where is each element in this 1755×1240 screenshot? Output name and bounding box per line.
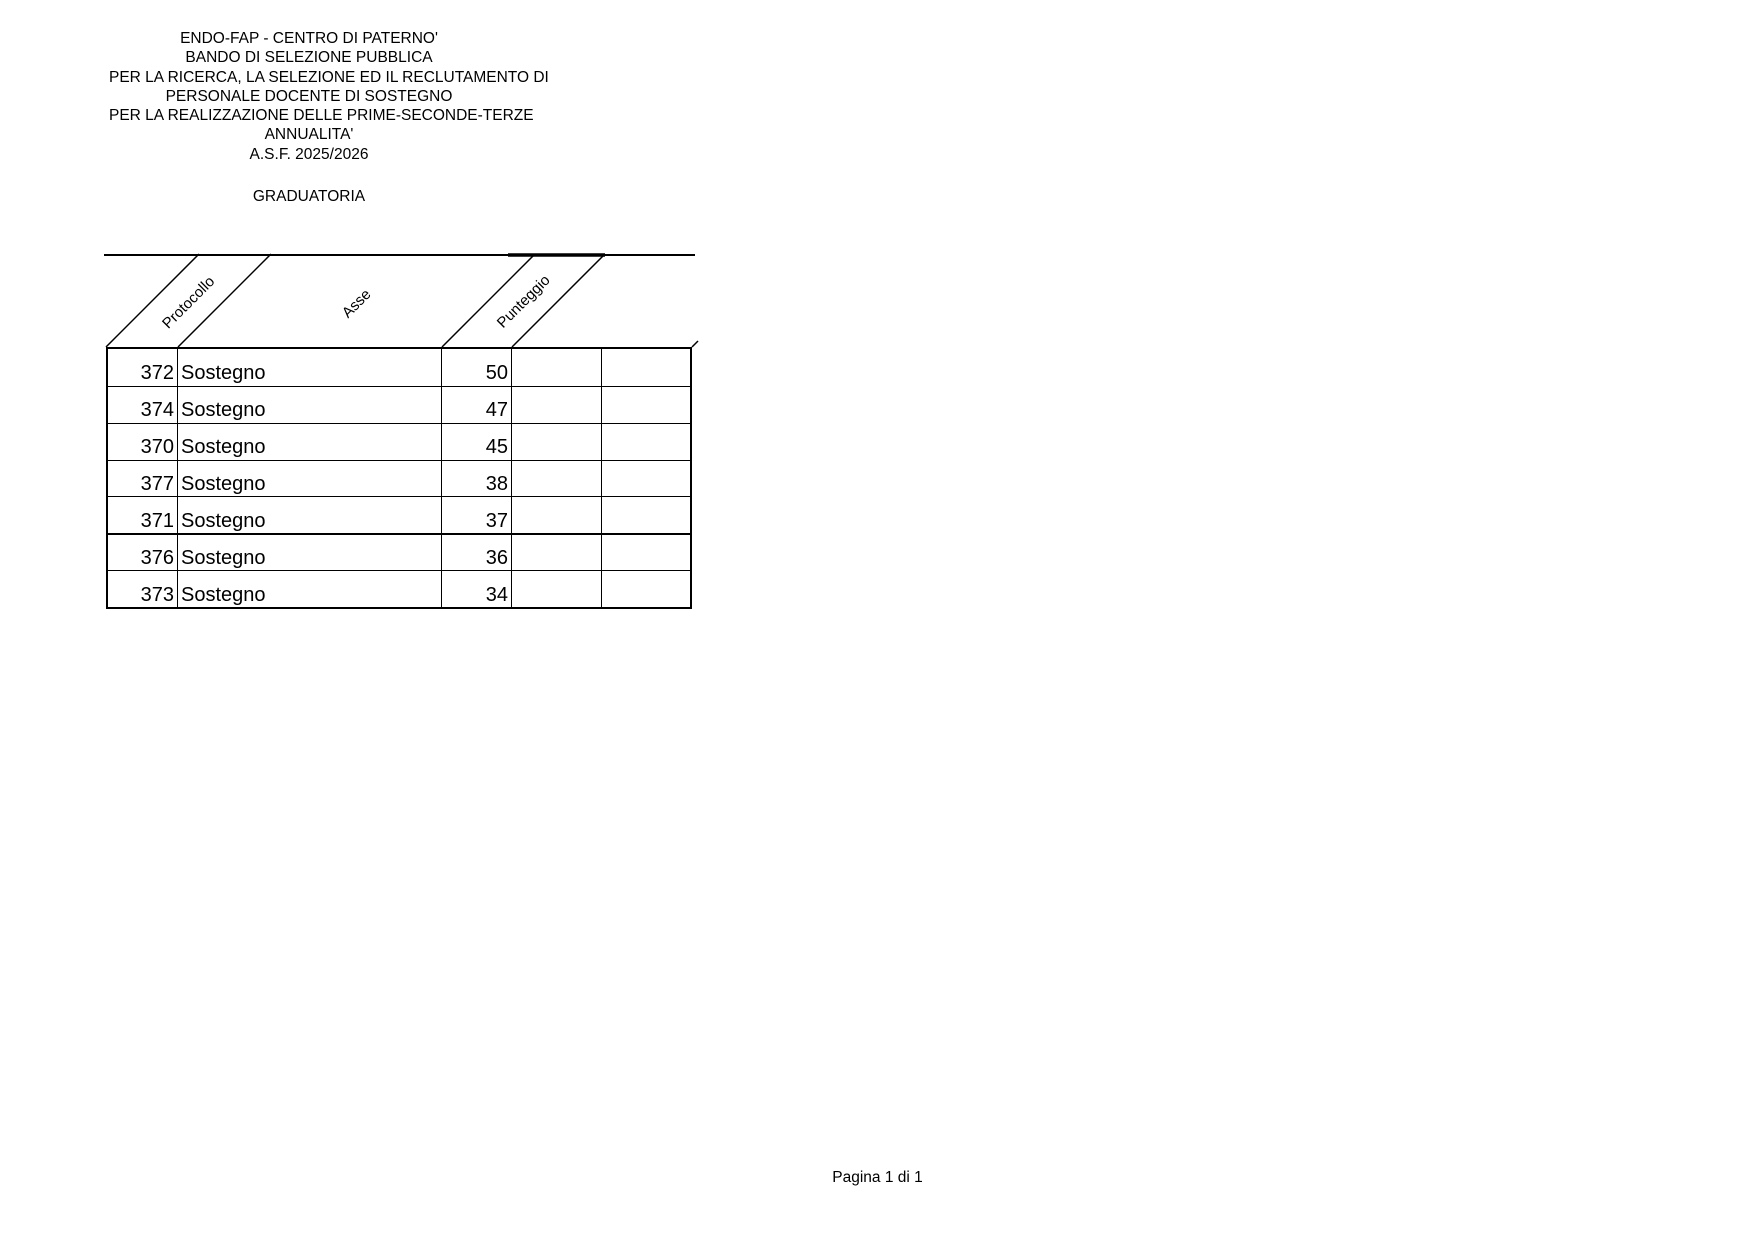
cell-empty-2 xyxy=(602,424,690,460)
diagonal-line-stub xyxy=(691,340,699,348)
cell-asse: Sostegno xyxy=(178,497,442,534)
diagonal-line xyxy=(441,253,536,348)
diagonal-line xyxy=(177,253,272,348)
cell-asse: Sostegno xyxy=(178,423,442,460)
cell-empty-2 xyxy=(602,571,690,607)
cell-asse: Sostegno xyxy=(178,460,442,497)
table-row: 371 Sostegno 37 xyxy=(108,496,690,534)
table-row: 372 Sostegno 50 xyxy=(108,349,690,386)
cell-empty-1 xyxy=(512,386,602,423)
title-line: PER LA REALIZZAZIONE DELLE PRIME-SECONDE… xyxy=(109,107,534,125)
cell-empty-2 xyxy=(602,535,690,570)
cell-punteggio: 47 xyxy=(442,386,512,423)
cell-punteggio: 34 xyxy=(442,571,512,607)
cell-punteggio: 36 xyxy=(442,535,512,571)
table-row: 374 Sostegno 47 xyxy=(108,385,690,423)
cell-empty-1 xyxy=(512,349,602,386)
diagonal-line xyxy=(105,253,200,348)
table-body: 372 Sostegno 50 374 Sostegno 47 370 Sost… xyxy=(106,347,692,609)
document-title-block: ENDO-FAP - CENTRO DI PATERNO' BANDO DI S… xyxy=(109,29,549,164)
cell-protocollo: 372 xyxy=(108,349,178,386)
cell-empty-2 xyxy=(602,497,690,533)
cell-empty-1 xyxy=(512,535,602,571)
cell-punteggio: 45 xyxy=(442,423,512,460)
cell-protocollo: 377 xyxy=(108,460,178,497)
cell-punteggio: 37 xyxy=(442,497,512,534)
graduatoria-table: Protocollo Asse Punteggio 372 Sostegno 5… xyxy=(104,253,699,616)
cell-asse: Sostegno xyxy=(178,386,442,423)
cell-empty-2 xyxy=(602,461,690,497)
title-line: PERSONALE DOCENTE DI SOSTEGNO xyxy=(165,87,453,105)
diagonal-line xyxy=(511,253,606,348)
cell-asse: Sostegno xyxy=(178,571,442,607)
cell-protocollo: 374 xyxy=(108,386,178,423)
cell-asse: Sostegno xyxy=(178,349,442,386)
table-row: 373 Sostegno 34 xyxy=(108,570,690,607)
table-row: 377 Sostegno 38 xyxy=(108,459,690,497)
table-row: 370 Sostegno 45 xyxy=(108,422,690,460)
cell-empty-2 xyxy=(602,387,690,423)
title-line: BANDO DI SELEZIONE PUBBLICA xyxy=(185,49,433,67)
title-line: ENDO-FAP - CENTRO DI PATERNO' xyxy=(180,30,438,47)
cell-protocollo: 376 xyxy=(108,535,178,571)
section-heading-graduatoria: GRADUATORIA xyxy=(252,188,366,205)
page-number-footer: Pagina 1 di 1 xyxy=(832,1169,923,1186)
cell-punteggio: 50 xyxy=(442,349,512,386)
table-row: 376 Sostegno 36 xyxy=(108,533,690,571)
cell-empty-1 xyxy=(512,460,602,497)
cell-empty-1 xyxy=(512,571,602,607)
table-header-diagonal-lines xyxy=(104,253,699,348)
cell-protocollo: 371 xyxy=(108,497,178,534)
cell-empty-1 xyxy=(512,497,602,534)
cell-protocollo: 370 xyxy=(108,423,178,460)
title-line: ANNUALITA' xyxy=(264,126,354,144)
cell-empty-1 xyxy=(512,423,602,460)
cell-empty-2 xyxy=(602,349,690,386)
title-line: A.S.F. 2025/2026 xyxy=(249,145,369,163)
cell-punteggio: 38 xyxy=(442,460,512,497)
cell-asse: Sostegno xyxy=(178,535,442,571)
cell-protocollo: 373 xyxy=(108,571,178,607)
title-line: PER LA RICERCA, LA SELEZIONE ED IL RECLU… xyxy=(109,68,549,86)
